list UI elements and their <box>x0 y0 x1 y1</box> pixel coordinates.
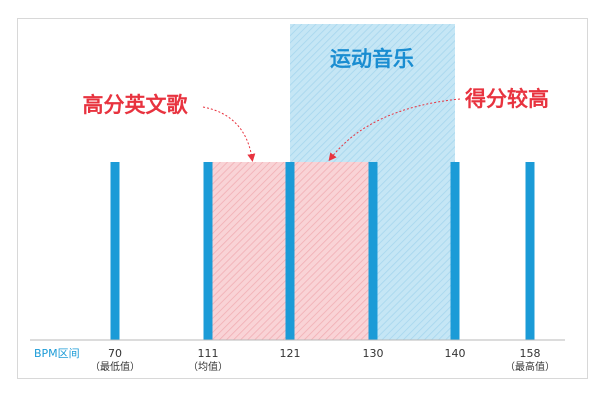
tick-sublabel-111: （均值） <box>188 360 228 373</box>
tick-sublabel-70: （最低值） <box>90 360 140 373</box>
tick-label-140: 140 <box>445 347 466 360</box>
bpm-bar-70 <box>110 162 120 340</box>
bpm-bar-140 <box>450 162 460 340</box>
sport-music-label: 运动音乐 <box>330 47 414 71</box>
bpm-bar-111 <box>203 162 213 340</box>
tick-label-70: 70 <box>108 347 122 360</box>
tick-labels: 70（最低值） 111（均值） 121 130 140 158（最高值） <box>90 347 555 373</box>
bpm-bars <box>110 162 535 340</box>
high-score-arrow <box>328 98 461 162</box>
tick-label-130: 130 <box>363 347 384 360</box>
tick-label-111: 111 <box>198 347 219 360</box>
tick-label-121: 121 <box>280 347 301 360</box>
tick-sublabel-158: （最高值） <box>505 360 555 373</box>
english-songs-arrow <box>202 106 256 162</box>
english-songs-label: 高分英文歌 <box>83 93 189 117</box>
tick-label-158: 158 <box>520 347 541 360</box>
bpm-bar-130 <box>368 162 378 340</box>
high-score-label: 得分较高 <box>464 87 549 111</box>
axis-label: BPM区间 <box>34 347 80 360</box>
bpm-bar-121 <box>285 162 295 340</box>
bpm-bar-158 <box>525 162 535 340</box>
